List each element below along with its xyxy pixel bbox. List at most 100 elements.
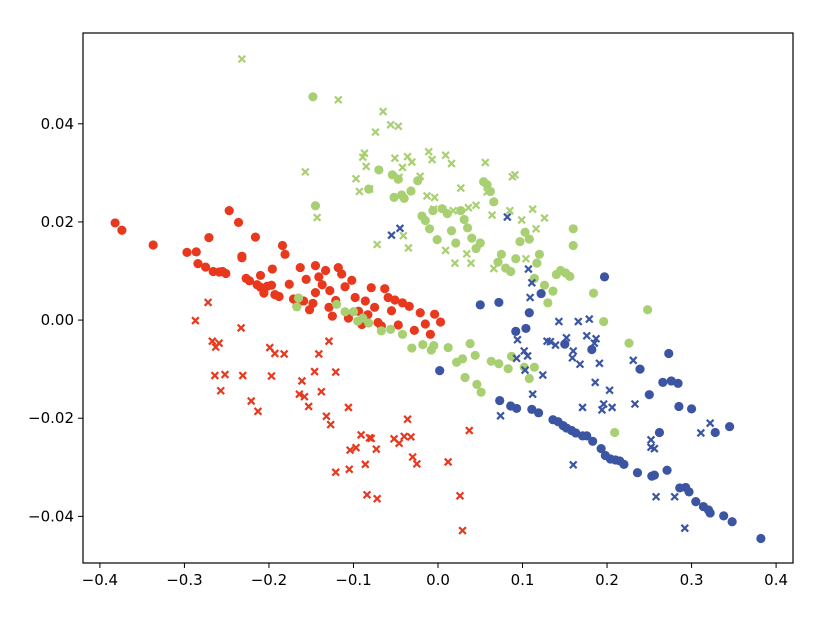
y-tick-label: 0.02 (41, 213, 74, 231)
data-point-x (403, 415, 412, 424)
data-point-x (400, 432, 409, 441)
data-point-x (297, 376, 307, 386)
data-point (376, 326, 386, 336)
data-point-x (458, 526, 467, 535)
data-point-x (538, 370, 547, 380)
data-point-x (424, 147, 433, 156)
data-point-x (574, 317, 583, 326)
data-point (756, 533, 766, 544)
data-point-x (582, 331, 591, 340)
data-point-x (398, 163, 407, 172)
data-point-x (361, 460, 370, 469)
data-point (393, 320, 403, 330)
data-point-x (646, 443, 656, 452)
data-point-x (355, 187, 364, 196)
data-point (644, 390, 654, 400)
data-point (675, 483, 685, 493)
data-point (527, 404, 537, 414)
data-point (524, 234, 534, 244)
data-point (340, 282, 350, 292)
data-point-x (591, 378, 600, 387)
data-point-x (450, 258, 460, 268)
data-point (413, 176, 423, 186)
data-point (308, 298, 318, 308)
data-point (684, 487, 694, 497)
data-point (475, 300, 485, 310)
data-point-x (605, 386, 614, 395)
data-point (308, 92, 318, 102)
data-point-x (191, 316, 200, 325)
data-point-x (705, 418, 715, 428)
x-tick-label: −0.4 (82, 571, 118, 589)
data-point (295, 262, 305, 273)
data-point (366, 283, 376, 293)
data-point (686, 404, 697, 414)
data-point-x (270, 349, 280, 358)
data-point-x (562, 333, 571, 342)
data-point (664, 348, 674, 359)
data-point-x (345, 465, 354, 474)
data-point-x (590, 338, 599, 348)
data-point (674, 401, 684, 412)
data-point (719, 511, 729, 521)
data-point (560, 339, 570, 349)
data-point (536, 288, 546, 299)
data-point (539, 280, 550, 290)
x-tick-label: −0.2 (251, 571, 287, 589)
data-point (386, 306, 397, 316)
data-point (435, 317, 446, 327)
data-point-x (510, 170, 520, 180)
data-point-x (607, 403, 617, 412)
data-point-x (521, 254, 531, 263)
data-point-x (575, 360, 585, 369)
data-point (588, 436, 598, 446)
data-point-x (314, 349, 323, 359)
data-point-x (528, 204, 537, 214)
data-point (420, 215, 430, 226)
data-point (654, 427, 665, 438)
data-point-x (214, 338, 224, 348)
data-point (543, 298, 553, 308)
data-point (596, 444, 606, 454)
data-point (314, 272, 324, 282)
data-point (360, 296, 370, 306)
data-point (520, 227, 530, 237)
data-point-x (630, 399, 640, 409)
data-point-x (372, 494, 382, 503)
data-point (182, 247, 192, 257)
data-point (475, 238, 485, 248)
data-point-x (456, 183, 465, 193)
data-point (320, 265, 331, 276)
data-point (658, 377, 668, 388)
data-point (494, 297, 504, 308)
data-point-x (599, 399, 608, 409)
data-point-x (334, 95, 343, 104)
data-point (110, 218, 120, 228)
x-tick-label: 0.2 (595, 571, 619, 589)
data-point-x (422, 191, 432, 201)
data-point (390, 295, 400, 305)
data-point-x (646, 435, 656, 445)
data-point (662, 465, 672, 475)
series-4-circle (435, 272, 766, 544)
x-tick-label: 0.3 (680, 571, 704, 589)
data-point (348, 307, 359, 317)
data-point (465, 339, 475, 349)
data-point-x (203, 298, 213, 307)
series-0-circle (110, 206, 446, 339)
data-point-x (371, 127, 380, 137)
data-point-x (322, 412, 331, 421)
data-point (337, 269, 347, 279)
data-point-x (466, 258, 476, 268)
data-point (512, 403, 522, 414)
data-point (446, 226, 457, 236)
series-1-x (191, 298, 474, 535)
data-point-x (360, 149, 369, 158)
x-tick-label: 0.1 (511, 571, 535, 589)
data-point-x (367, 434, 376, 443)
data-point-x (520, 365, 530, 375)
data-point (486, 356, 496, 366)
data-point (599, 272, 610, 282)
data-point-x (517, 215, 526, 225)
